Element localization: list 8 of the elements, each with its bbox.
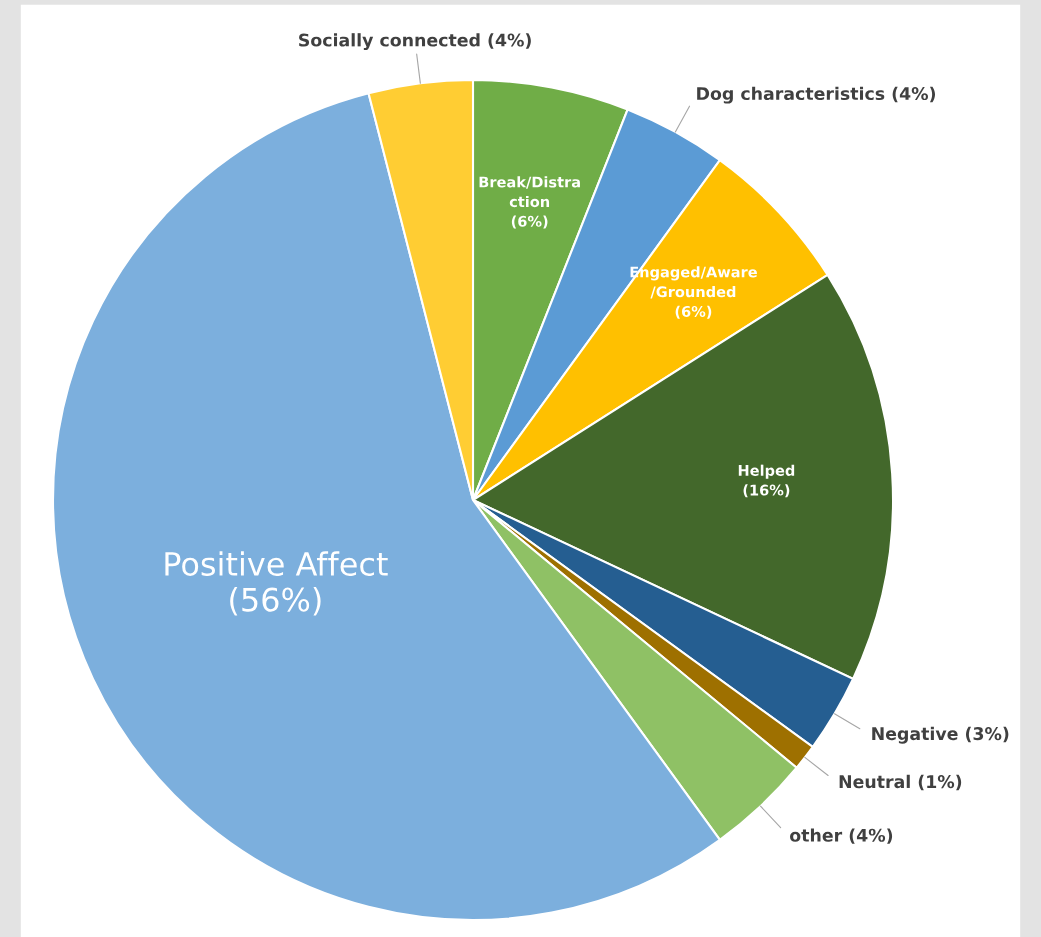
slice-label: Break/Distra ction (6%)	[479, 176, 580, 229]
slice-label: Dog characteristics (4%)	[697, 86, 936, 104]
slice-label: Neutral (1%)	[839, 774, 962, 791]
slice-label: Positive Affect (56%)	[165, 551, 388, 616]
slice-label: Socially connected (4%)	[299, 33, 531, 51]
slice-label: Helped (16%)	[738, 464, 795, 498]
slice-label: other (4%)	[790, 828, 893, 844]
slice-label: Negative (3%)	[872, 726, 1009, 744]
